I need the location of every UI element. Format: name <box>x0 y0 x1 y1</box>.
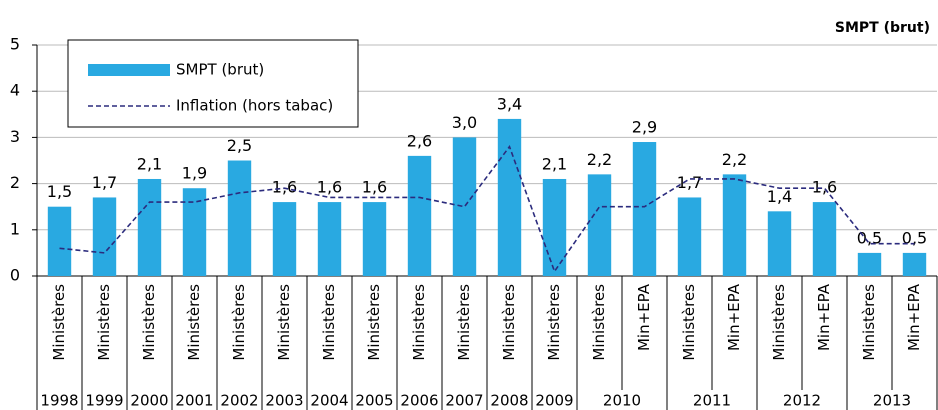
x-tick-label: Ministères <box>500 284 518 361</box>
year-label: 2002 <box>220 392 258 410</box>
x-tick-label: Ministères <box>365 284 383 361</box>
data-label: 1,6 <box>317 178 342 197</box>
x-tick-label: Ministères <box>455 284 473 361</box>
bar <box>722 174 747 276</box>
y-tick-label: 0 <box>10 266 20 285</box>
legend-label: SMPT (brut) <box>176 61 264 79</box>
data-label: 3,4 <box>497 94 522 113</box>
x-tick-label: Min+EPA <box>635 283 653 351</box>
y-tick-label: 5 <box>10 35 20 54</box>
bar <box>497 118 522 276</box>
y-tick-label: 4 <box>10 81 20 100</box>
x-tick-label: Ministères <box>320 284 338 361</box>
data-label: 2,9 <box>632 118 657 137</box>
year-label: 2012 <box>783 392 821 410</box>
bar <box>542 178 567 276</box>
bar <box>362 202 387 276</box>
y-tick-label: 2 <box>10 173 20 192</box>
line <box>59 144 915 274</box>
y-tick-label: 1 <box>10 219 20 238</box>
bar <box>182 188 207 276</box>
year-label: 2000 <box>130 392 168 410</box>
x-tick-label: Ministères <box>140 284 158 361</box>
year-label: 2010 <box>603 392 641 410</box>
x-tick-label: Ministères <box>680 284 698 361</box>
bar <box>92 197 117 276</box>
x-tick-label: Ministères <box>185 284 203 361</box>
bar <box>407 155 432 276</box>
data-label: 0,5 <box>902 228 927 247</box>
data-label: 2,1 <box>137 154 162 173</box>
year-label: 2011 <box>693 392 731 410</box>
x-tick-label: Min+EPA <box>905 283 923 351</box>
data-label: 1,9 <box>182 164 207 183</box>
data-label: 1,6 <box>362 178 387 197</box>
bar <box>137 178 162 276</box>
bar <box>812 202 837 276</box>
bar <box>47 206 72 276</box>
year-label: 2005 <box>355 392 393 410</box>
year-label: 2001 <box>175 392 213 410</box>
year-label: 2008 <box>490 392 528 410</box>
year-label: 2004 <box>310 392 348 410</box>
data-label: 1,7 <box>677 173 702 192</box>
legend-label: Inflation (hors tabac) <box>176 97 333 115</box>
x-tick-label: Min+EPA <box>725 283 743 351</box>
x-tick-label: Ministères <box>410 284 428 361</box>
data-label: 2,1 <box>542 154 567 173</box>
data-label: 2,2 <box>722 150 747 169</box>
bar <box>272 202 297 276</box>
data-label: 0,5 <box>857 228 882 247</box>
bar <box>227 160 252 276</box>
year-label: 2003 <box>265 392 303 410</box>
year-label: 2013 <box>873 392 911 410</box>
data-label: 1,6 <box>812 178 837 197</box>
x-tick-label: Ministères <box>590 284 608 361</box>
data-label: 2,2 <box>587 150 612 169</box>
data-label: 1,7 <box>92 173 117 192</box>
bar <box>317 202 342 276</box>
bar <box>902 252 927 276</box>
year-label: 1998 <box>40 392 78 410</box>
bar <box>677 197 702 276</box>
x-tick-label: Ministères <box>95 284 113 361</box>
legend-swatch <box>88 64 170 76</box>
x-tick-label: Ministères <box>230 284 248 361</box>
y-axis-label: SMPT (brut) <box>835 20 930 36</box>
data-label: 1,6 <box>272 178 297 197</box>
bar <box>632 142 657 276</box>
y-tick-label: 3 <box>10 127 20 146</box>
bar <box>767 211 792 276</box>
x-tick-label: Ministères <box>770 284 788 361</box>
year-label: 2007 <box>445 392 483 410</box>
x-tick-label: Ministères <box>275 284 293 361</box>
year-label: 1999 <box>85 392 123 410</box>
year-label: 2006 <box>400 392 438 410</box>
legend-box <box>67 39 359 128</box>
x-tick-label: Min+EPA <box>815 283 833 351</box>
year-label: 2009 <box>535 392 573 410</box>
bar <box>857 252 882 276</box>
data-label: 3,0 <box>452 113 477 132</box>
x-tick-label: Ministères <box>50 284 68 361</box>
bar <box>587 174 612 276</box>
x-tick-label: Ministères <box>545 284 563 361</box>
bar <box>452 137 477 276</box>
data-label: 2,5 <box>227 136 252 155</box>
x-tick-label: Ministères <box>860 284 878 361</box>
data-label: 1,4 <box>767 187 792 206</box>
data-label: 2,6 <box>407 131 432 150</box>
data-label: 1,5 <box>47 182 72 201</box>
